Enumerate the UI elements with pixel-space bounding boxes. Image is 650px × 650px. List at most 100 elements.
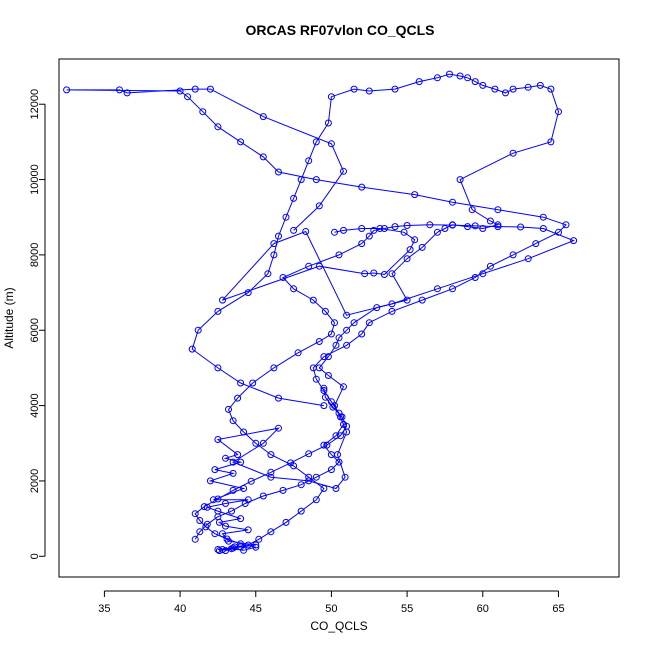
x-tick-label: 65 xyxy=(552,603,564,615)
data-point xyxy=(468,206,476,214)
data-point xyxy=(287,459,295,467)
data-point xyxy=(297,481,305,489)
data-point xyxy=(305,477,313,485)
data-point xyxy=(391,223,399,231)
data-point xyxy=(411,236,419,244)
data-point xyxy=(426,221,434,229)
data-point xyxy=(406,246,414,254)
data-point xyxy=(320,485,328,492)
data-point xyxy=(320,384,328,392)
data-point xyxy=(449,285,456,293)
data-point xyxy=(312,138,320,146)
data-point xyxy=(509,85,517,93)
data-point xyxy=(267,451,275,459)
data-point xyxy=(376,225,384,232)
data-point xyxy=(240,428,248,436)
data-point xyxy=(370,269,378,277)
data-point xyxy=(321,307,329,315)
data-point xyxy=(509,149,517,157)
data-point xyxy=(456,72,464,80)
data-point xyxy=(249,379,257,387)
series-line-1 xyxy=(191,73,560,552)
data-point xyxy=(315,202,323,210)
data-point xyxy=(211,530,219,538)
data-point xyxy=(312,375,320,383)
data-point xyxy=(418,296,426,304)
data-point xyxy=(229,469,237,477)
data-point xyxy=(244,526,252,534)
data-point xyxy=(305,262,313,270)
data-point xyxy=(312,473,320,481)
data-point xyxy=(441,225,449,232)
data-point xyxy=(341,473,349,481)
data-point xyxy=(479,81,487,89)
data-point xyxy=(358,330,366,338)
data-point xyxy=(228,507,235,515)
x-tick-label: 55 xyxy=(401,603,413,615)
data-point xyxy=(327,330,335,338)
data-point xyxy=(335,334,343,342)
data-point xyxy=(418,243,426,251)
data-point xyxy=(532,240,540,248)
data-point xyxy=(229,458,237,466)
data-point xyxy=(380,225,388,232)
data-point xyxy=(315,262,323,270)
data-point xyxy=(338,413,346,421)
data-point xyxy=(264,270,272,278)
data-point xyxy=(388,300,396,308)
data-point xyxy=(403,222,411,229)
data-point xyxy=(494,206,502,214)
data-point xyxy=(335,251,343,259)
data-point xyxy=(252,541,260,549)
data-point xyxy=(305,450,313,458)
data-point xyxy=(290,285,298,293)
data-point xyxy=(331,319,338,327)
data-point xyxy=(116,86,123,94)
data-point xyxy=(200,503,208,511)
y-tick-label: 4000 xyxy=(29,393,41,417)
y-axis: 0 2000 4000 6000 8000 10000 12000 xyxy=(29,89,46,559)
data-point xyxy=(259,153,267,161)
plot-frame xyxy=(58,58,620,578)
data-point xyxy=(191,85,199,93)
data-point xyxy=(415,78,423,86)
data-point xyxy=(324,353,332,361)
data-point xyxy=(211,466,219,474)
data-point xyxy=(237,379,245,387)
data-point xyxy=(312,496,320,504)
data-point xyxy=(297,507,305,515)
data-point xyxy=(388,270,396,278)
data-point xyxy=(365,87,373,95)
series-line-3 xyxy=(66,88,567,540)
data-point xyxy=(290,226,298,234)
data-point xyxy=(315,338,323,345)
data-point xyxy=(486,217,494,225)
data-point xyxy=(547,85,555,93)
data-point xyxy=(343,311,351,319)
data-point xyxy=(380,271,388,278)
data-point xyxy=(471,78,479,86)
data-point xyxy=(259,492,267,500)
y-tick-label: 6000 xyxy=(29,318,41,342)
series-line-2 xyxy=(222,224,575,550)
data-point xyxy=(219,296,226,304)
data-point xyxy=(486,262,494,270)
data-point xyxy=(370,226,378,234)
data-point xyxy=(321,393,329,401)
data-point xyxy=(255,535,263,543)
data-point xyxy=(340,383,347,391)
data-point xyxy=(327,466,335,474)
data-point xyxy=(509,251,517,259)
data-point xyxy=(365,319,373,327)
data-point xyxy=(312,176,320,184)
data-point xyxy=(237,540,245,548)
data-point xyxy=(223,535,231,543)
data-point xyxy=(337,432,344,440)
data-point xyxy=(240,546,248,554)
data-point xyxy=(555,228,562,236)
data-point xyxy=(222,500,229,507)
data-point xyxy=(449,221,456,229)
y-tick-label: 2000 xyxy=(29,469,41,493)
x-tick-label: 50 xyxy=(325,603,337,615)
